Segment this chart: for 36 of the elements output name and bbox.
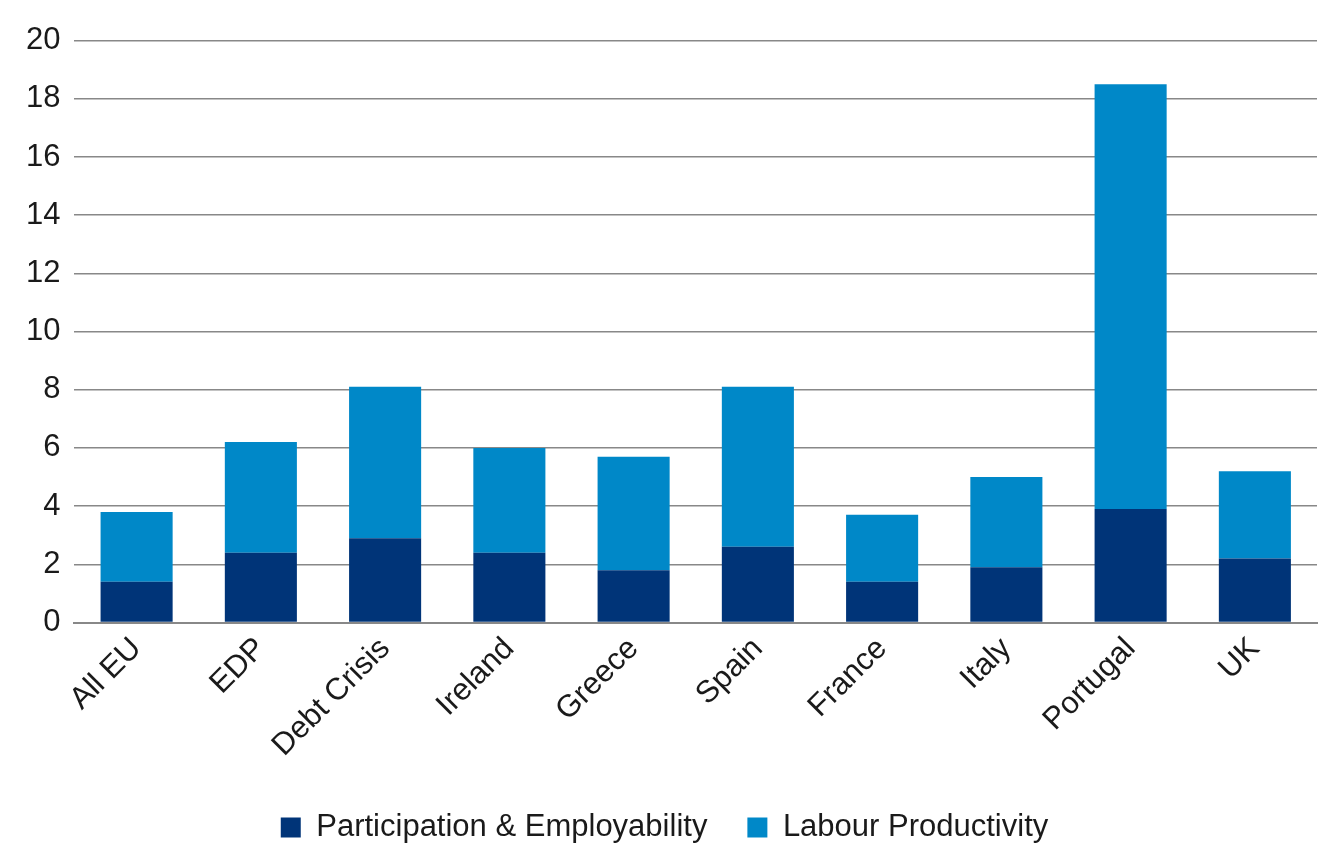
legend-label: Participation & Employability — [316, 808, 708, 844]
bar — [597, 456, 670, 571]
y-tick-label: 16 — [26, 137, 61, 173]
bar — [349, 386, 422, 539]
y-tick-label: 14 — [26, 195, 61, 231]
x-tick-label: UK — [1210, 629, 1267, 686]
bar — [1094, 509, 1167, 622]
bar — [100, 511, 173, 582]
x-tick-label: All EU — [61, 629, 148, 716]
bar — [597, 570, 670, 622]
y-tick-label: 12 — [26, 253, 61, 289]
bar — [224, 552, 297, 622]
legend-label: Labour Productivity — [782, 808, 1049, 844]
bar — [721, 386, 794, 547]
bar — [100, 581, 173, 622]
bar — [473, 447, 546, 553]
y-tick-label: 0 — [43, 603, 61, 639]
bar — [846, 581, 919, 622]
y-tick-label: 18 — [26, 79, 61, 115]
bar — [1218, 471, 1291, 559]
bar — [1094, 84, 1167, 510]
bar — [970, 567, 1043, 622]
bar — [846, 514, 919, 582]
y-tick-label: 20 — [26, 21, 61, 57]
bar — [473, 552, 546, 622]
y-tick-label: 8 — [43, 370, 61, 406]
y-tick-label: 2 — [43, 544, 61, 580]
bar — [1218, 558, 1291, 622]
x-tick-label: Italy — [952, 629, 1018, 695]
bar — [224, 442, 297, 553]
y-tick-label: 4 — [43, 486, 61, 522]
bar — [970, 477, 1043, 568]
y-tick-label: 6 — [43, 428, 61, 464]
y-tick-label: 10 — [26, 312, 61, 348]
bar — [349, 538, 422, 622]
bar — [721, 546, 794, 622]
